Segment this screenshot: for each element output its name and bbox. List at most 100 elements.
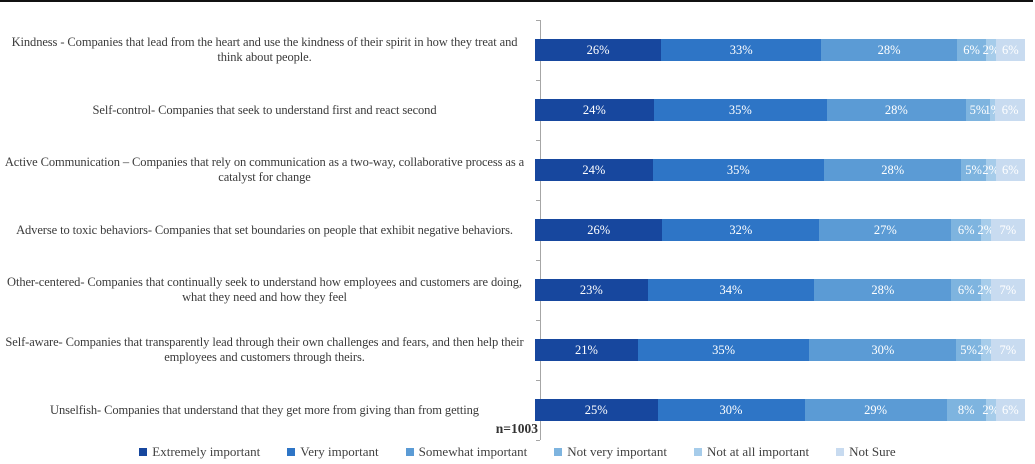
bar-segment-somewhat-important: 28% bbox=[814, 279, 952, 301]
chart-rows: Kindness - Companies that lead from the … bbox=[0, 20, 1035, 440]
segment-value-label: 35% bbox=[728, 102, 752, 117]
bar-segment-very-important: 32% bbox=[662, 219, 820, 241]
legend-label: Not at all important bbox=[706, 444, 810, 459]
legend-item-very-important: Very important bbox=[287, 444, 379, 460]
legend-swatch-icon bbox=[554, 448, 563, 456]
legend-label: Very important bbox=[300, 444, 379, 459]
segment-value-label: 25% bbox=[584, 402, 608, 417]
axis-tick bbox=[536, 200, 540, 201]
bar-segment-not-very-important: 6% bbox=[957, 39, 987, 61]
top-border-line bbox=[0, 0, 1033, 2]
legend-label: Somewhat important bbox=[418, 444, 528, 459]
bar-segment-not-sure: 6% bbox=[995, 399, 1025, 421]
stacked-bar: 24% 35% 28% 5% 2% 6% bbox=[535, 159, 1025, 181]
segment-value-label: 29% bbox=[864, 402, 887, 417]
bar-segment-not-at-all-important: 2% bbox=[977, 279, 994, 301]
axis-tick bbox=[536, 80, 540, 81]
bar-segment-somewhat-important: 29% bbox=[804, 399, 947, 421]
axis-tick bbox=[536, 140, 540, 141]
segment-value-label: 6% bbox=[957, 222, 975, 237]
segment-value-label: 2% bbox=[977, 282, 995, 297]
category-label: Self-control- Companies that seek to und… bbox=[92, 102, 437, 117]
category-label: Active Communication – Companies that re… bbox=[4, 155, 525, 184]
category-label: Kindness - Companies that lead from the … bbox=[11, 35, 518, 64]
bar-segment-not-sure: 6% bbox=[995, 159, 1025, 181]
segment-value-label: 35% bbox=[712, 342, 736, 357]
bar-segment-not-at-all-important: 2% bbox=[977, 339, 994, 361]
segment-value-label: 24% bbox=[582, 102, 606, 117]
chart-row: Adverse to toxic behaviors- Companies th… bbox=[0, 200, 1035, 260]
bar-segment-very-important: 30% bbox=[657, 399, 805, 421]
bar-segment-extremely-important: 25% bbox=[535, 399, 658, 421]
category-label: Adverse to toxic behaviors- Companies th… bbox=[16, 222, 513, 237]
legend-swatch-icon bbox=[693, 448, 702, 456]
bar-segment-not-very-important: 5% bbox=[965, 99, 991, 121]
stacked-bar: 23% 34% 28% 6% 2% 7% bbox=[535, 279, 1025, 301]
segment-value-label: 27% bbox=[873, 222, 897, 237]
chart-row: Self-aware- Companies that transparently… bbox=[0, 320, 1035, 380]
segment-value-label: 28% bbox=[884, 102, 908, 117]
segment-value-label: 6% bbox=[963, 42, 980, 57]
legend-swatch-icon bbox=[405, 448, 414, 456]
segment-value-label: 5% bbox=[965, 162, 982, 177]
segment-value-label: 6% bbox=[1001, 102, 1019, 117]
legend-label: Extremely important bbox=[152, 444, 261, 459]
bar-segment-not-very-important: 6% bbox=[951, 219, 981, 241]
segment-value-label: 2% bbox=[982, 162, 1000, 177]
stacked-bar: 26% 33% 28% 6% 2% 6% bbox=[535, 39, 1025, 61]
legend-swatch-icon bbox=[287, 448, 296, 456]
legend-swatch-icon bbox=[139, 448, 148, 456]
segment-value-label: 2% bbox=[982, 402, 1000, 417]
bar-segment-very-important: 34% bbox=[647, 279, 815, 301]
bar-segment-not-very-important: 8% bbox=[946, 399, 986, 421]
segment-value-label: 24% bbox=[582, 162, 606, 177]
stacked-bar: 26% 32% 27% 6% 2% 7% bbox=[535, 219, 1025, 241]
axis-tick bbox=[536, 260, 540, 261]
bar-segment-somewhat-important: 28% bbox=[824, 159, 962, 181]
bar-segment-not-sure: 6% bbox=[995, 99, 1025, 121]
bar-segment-not-at-all-important: 2% bbox=[977, 219, 994, 241]
bar-segment-not-sure: 7% bbox=[990, 279, 1025, 301]
stacked-bar: 21% 35% 30% 5% 2% 7% bbox=[535, 339, 1025, 361]
bar-segment-not-sure: 6% bbox=[995, 39, 1025, 61]
bar-segment-not-at-all-important: 2% bbox=[983, 39, 999, 61]
bar-segment-extremely-important: 23% bbox=[535, 279, 648, 301]
bar-segment-extremely-important: 24% bbox=[535, 159, 653, 181]
bar-segment-somewhat-important: 28% bbox=[821, 39, 958, 61]
segment-value-label: 28% bbox=[877, 42, 901, 57]
segment-value-label: 6% bbox=[1002, 42, 1019, 57]
bar-segment-extremely-important: 26% bbox=[535, 39, 662, 61]
segment-value-label: 32% bbox=[729, 222, 753, 237]
segment-value-label: 7% bbox=[999, 282, 1017, 297]
segment-value-label: 26% bbox=[587, 222, 611, 237]
bar-segment-extremely-important: 26% bbox=[535, 219, 663, 241]
legend-label: Not very important bbox=[567, 444, 667, 459]
bar-segment-very-important: 35% bbox=[637, 339, 810, 361]
segment-value-label: 7% bbox=[999, 342, 1017, 357]
legend-item-not-sure: Not Sure bbox=[836, 444, 896, 460]
bar-segment-not-very-important: 6% bbox=[951, 279, 981, 301]
bar-segment-not-sure: 7% bbox=[990, 219, 1025, 241]
chart-row: Active Communication – Companies that re… bbox=[0, 140, 1035, 200]
category-label: Other-centered- Companies that continual… bbox=[7, 275, 522, 304]
chart-row: Self-control- Companies that seek to und… bbox=[0, 80, 1035, 140]
legend-label: Not Sure bbox=[849, 444, 896, 459]
category-label: Unselfish- Companies that understand tha… bbox=[50, 402, 479, 417]
segment-value-label: 23% bbox=[579, 282, 603, 297]
bar-segment-extremely-important: 24% bbox=[535, 99, 654, 121]
legend-item-not-very-important: Not very important bbox=[554, 444, 667, 460]
legend-item-somewhat-important: Somewhat important bbox=[405, 444, 528, 460]
chart-row: Kindness - Companies that lead from the … bbox=[0, 20, 1035, 80]
stacked-bar: 24% 35% 28% 5% 1% 6% bbox=[535, 99, 1025, 121]
segment-value-label: 6% bbox=[957, 282, 975, 297]
bar-segment-somewhat-important: 27% bbox=[819, 219, 952, 241]
segment-value-label: 5% bbox=[960, 342, 977, 357]
segment-value-label: 2% bbox=[977, 222, 995, 237]
category-label: Self-aware- Companies that transparently… bbox=[5, 335, 524, 364]
axis-tick bbox=[536, 20, 540, 21]
segment-value-label: 7% bbox=[999, 222, 1017, 237]
axis-tick bbox=[536, 440, 540, 441]
legend-swatch-icon bbox=[836, 448, 845, 456]
stacked-bar: 25% 30% 29% 8% 2% 6% bbox=[535, 399, 1025, 421]
